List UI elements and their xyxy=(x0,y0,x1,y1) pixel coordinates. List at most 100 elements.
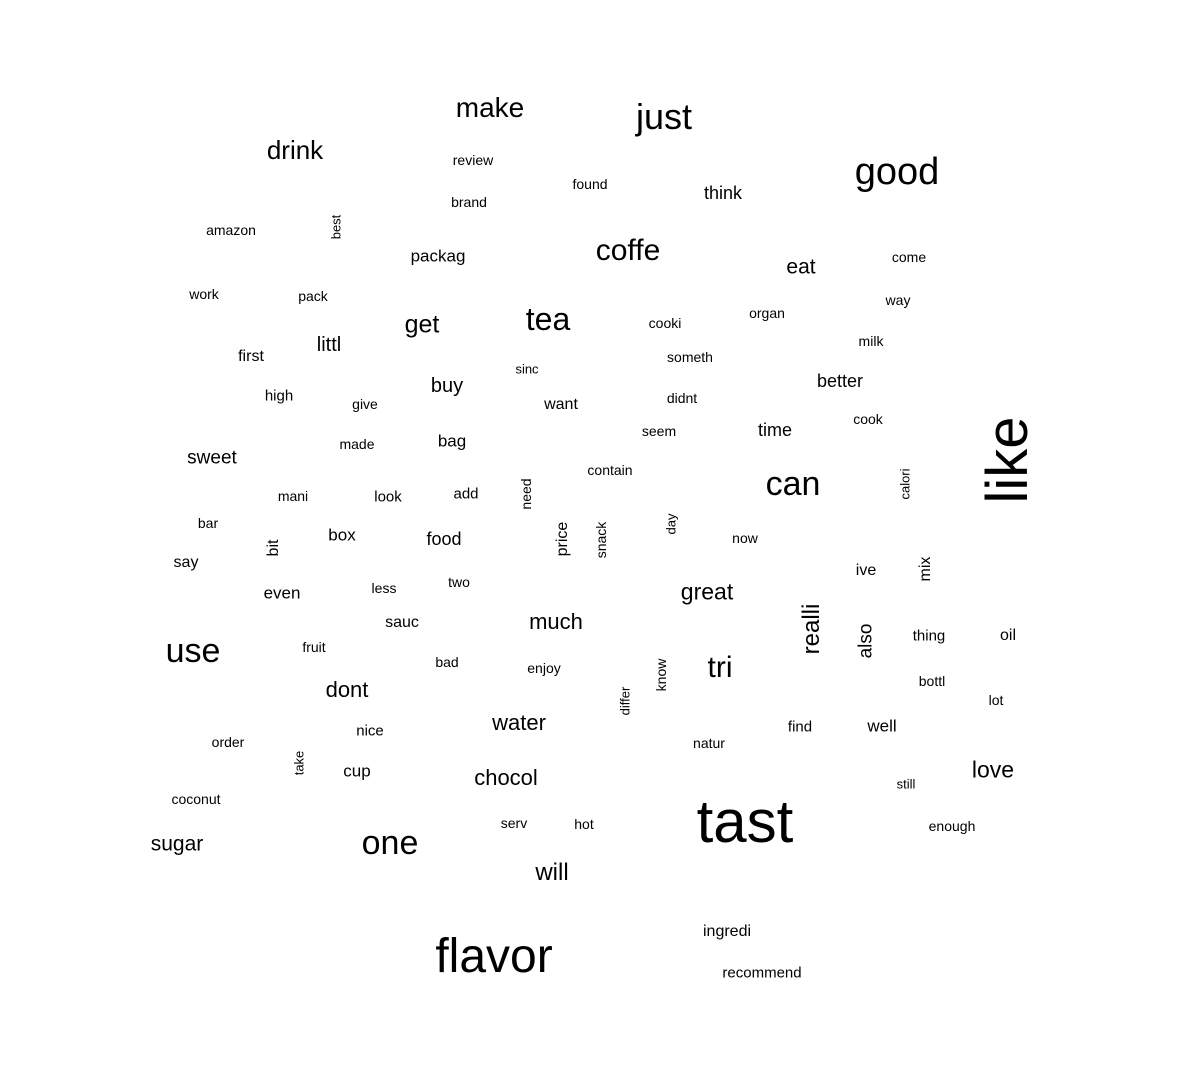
word-hot: hot xyxy=(574,816,594,832)
word-much: much xyxy=(529,609,583,634)
word-calori: calori xyxy=(897,468,913,500)
word-sweet: sweet xyxy=(187,447,237,469)
word-good: good xyxy=(854,151,940,193)
word-cup: cup xyxy=(343,761,371,781)
word-first: first xyxy=(238,348,264,365)
word-organ: organ xyxy=(749,305,785,321)
word-brand: brand xyxy=(451,194,487,210)
word-mix: mix xyxy=(917,556,934,582)
word-cook: cook xyxy=(853,411,883,427)
word-cooki: cooki xyxy=(648,315,682,331)
word-sauc: sauc xyxy=(385,614,419,631)
word-best: best xyxy=(328,214,344,240)
word-bottl: bottl xyxy=(918,673,946,689)
word-like: like xyxy=(975,416,1040,504)
word-know: know xyxy=(653,658,669,692)
word-price: price xyxy=(554,521,571,557)
word-recommend: recommend xyxy=(722,964,802,982)
word-tast: tast xyxy=(696,788,794,855)
word-less: less xyxy=(371,580,397,596)
word-chocol: chocol xyxy=(474,765,538,790)
word-day: day xyxy=(663,513,679,535)
word-tea: tea xyxy=(525,301,571,337)
word-snack: snack xyxy=(593,521,609,559)
word-seem: seem xyxy=(641,423,677,439)
word-get: get xyxy=(404,310,440,339)
word-amazon: amazon xyxy=(206,222,256,238)
word-ingredi: ingredi xyxy=(702,923,752,940)
word-say: say xyxy=(173,554,199,571)
word-mani: mani xyxy=(277,488,309,504)
word-two: two xyxy=(448,574,470,590)
word-also: also xyxy=(855,623,877,659)
word-contain: contain xyxy=(587,462,633,478)
word-enough: enough xyxy=(928,818,976,834)
word-add: add xyxy=(453,485,479,503)
word-packag: packag xyxy=(410,246,466,266)
word-thing: thing xyxy=(912,627,946,645)
word-review: review xyxy=(452,152,494,168)
word-coconut: coconut xyxy=(171,791,221,807)
word-give: give xyxy=(352,396,378,412)
word-buy: buy xyxy=(430,375,464,397)
word-way: way xyxy=(885,292,911,308)
word-make: make xyxy=(455,92,525,123)
word-flavor: flavor xyxy=(435,930,553,983)
word-think: think xyxy=(703,183,743,203)
word-find: find xyxy=(787,718,813,736)
word-fruit: fruit xyxy=(302,639,326,655)
word-dont: dont xyxy=(325,677,369,702)
word-found: found xyxy=(572,176,608,192)
word-will: will xyxy=(535,859,569,886)
word-work: work xyxy=(189,286,219,302)
word-tri: tri xyxy=(707,651,733,684)
word-look: look xyxy=(374,488,402,506)
word-food: food xyxy=(426,529,462,549)
word-better: better xyxy=(816,371,864,391)
word-sinc: sinc xyxy=(515,361,539,377)
word-pack: pack xyxy=(298,288,328,304)
word-order: order xyxy=(211,734,245,750)
word-coffe: coffe xyxy=(595,234,661,267)
word-box: box xyxy=(328,525,356,545)
word-want: want xyxy=(544,396,578,413)
word-one: one xyxy=(361,824,419,862)
word-well: well xyxy=(867,716,897,736)
word-eat: eat xyxy=(786,255,816,279)
word-littl: littl xyxy=(316,334,342,356)
word-need: need xyxy=(518,478,534,510)
word-differ: differ xyxy=(617,686,633,716)
word-bit: bit xyxy=(265,539,282,557)
word-made: made xyxy=(339,436,375,452)
word-bar: bar xyxy=(197,515,219,531)
word-enjoy: enjoy xyxy=(527,660,561,676)
word-nice: nice xyxy=(356,722,384,740)
word-water: water xyxy=(492,710,546,735)
word-great: great xyxy=(680,578,734,605)
word-drink: drink xyxy=(266,135,324,165)
word-milk: milk xyxy=(858,333,884,349)
word-ive: ive xyxy=(855,562,877,579)
word-lot: lot xyxy=(988,692,1004,708)
word-high: high xyxy=(264,387,294,405)
word-can: can xyxy=(765,465,821,503)
word-realli: realli xyxy=(798,603,825,655)
word-now: now xyxy=(732,530,758,546)
word-take: take xyxy=(291,750,307,776)
word-still: still xyxy=(896,776,916,792)
word-come: come xyxy=(891,249,927,265)
word-someth: someth xyxy=(667,349,713,365)
word-didnt: didnt xyxy=(666,390,698,406)
word-bad: bad xyxy=(435,654,459,670)
word-oil: oil xyxy=(999,627,1017,644)
word-natur: natur xyxy=(693,735,725,751)
word-use: use xyxy=(165,632,221,670)
word-love: love xyxy=(971,756,1015,783)
word-serv: serv xyxy=(500,815,528,831)
word-just: just xyxy=(635,96,693,137)
word-sugar: sugar xyxy=(150,832,204,856)
word-time: time xyxy=(757,420,793,440)
word-bag: bag xyxy=(437,431,467,451)
word-even: even xyxy=(263,583,301,603)
